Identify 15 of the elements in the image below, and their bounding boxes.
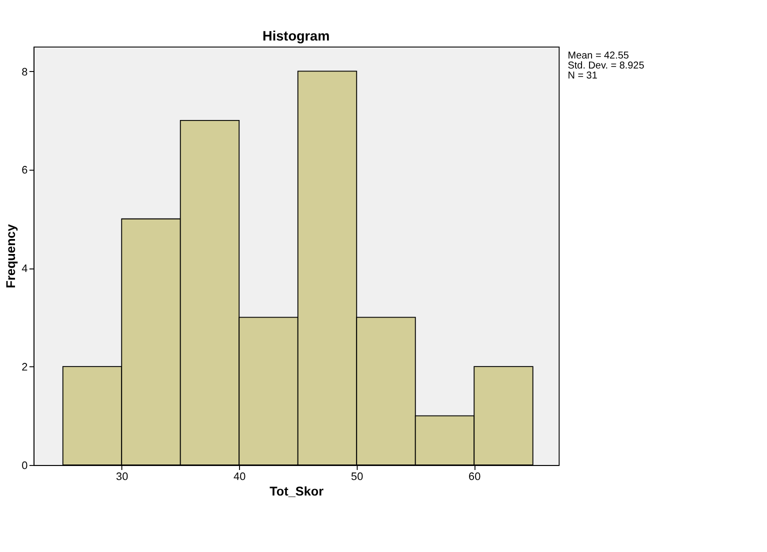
text: Std. Dev. = 8.925 [568,60,645,72]
x-tick-label: 30 [116,470,128,483]
y-tick-label: 2 [22,362,28,374]
x-tick-label: 50 [351,470,364,483]
x-axis-title: Tot_Skor [270,484,324,498]
y-tick-label: 8 [22,66,28,78]
y-tick-label: 0 [22,460,28,472]
chart-title: Histogram [262,28,330,44]
text: N = 31 [568,70,598,82]
text: Mean = 42.55 [568,50,630,62]
x-tick-label: 60 [468,470,481,483]
y-tick-label: 6 [22,164,28,177]
y-axis-title: Frequency [4,224,18,288]
x-tick-label: 40 [234,470,246,483]
y-tick-label: 4 [22,263,28,276]
